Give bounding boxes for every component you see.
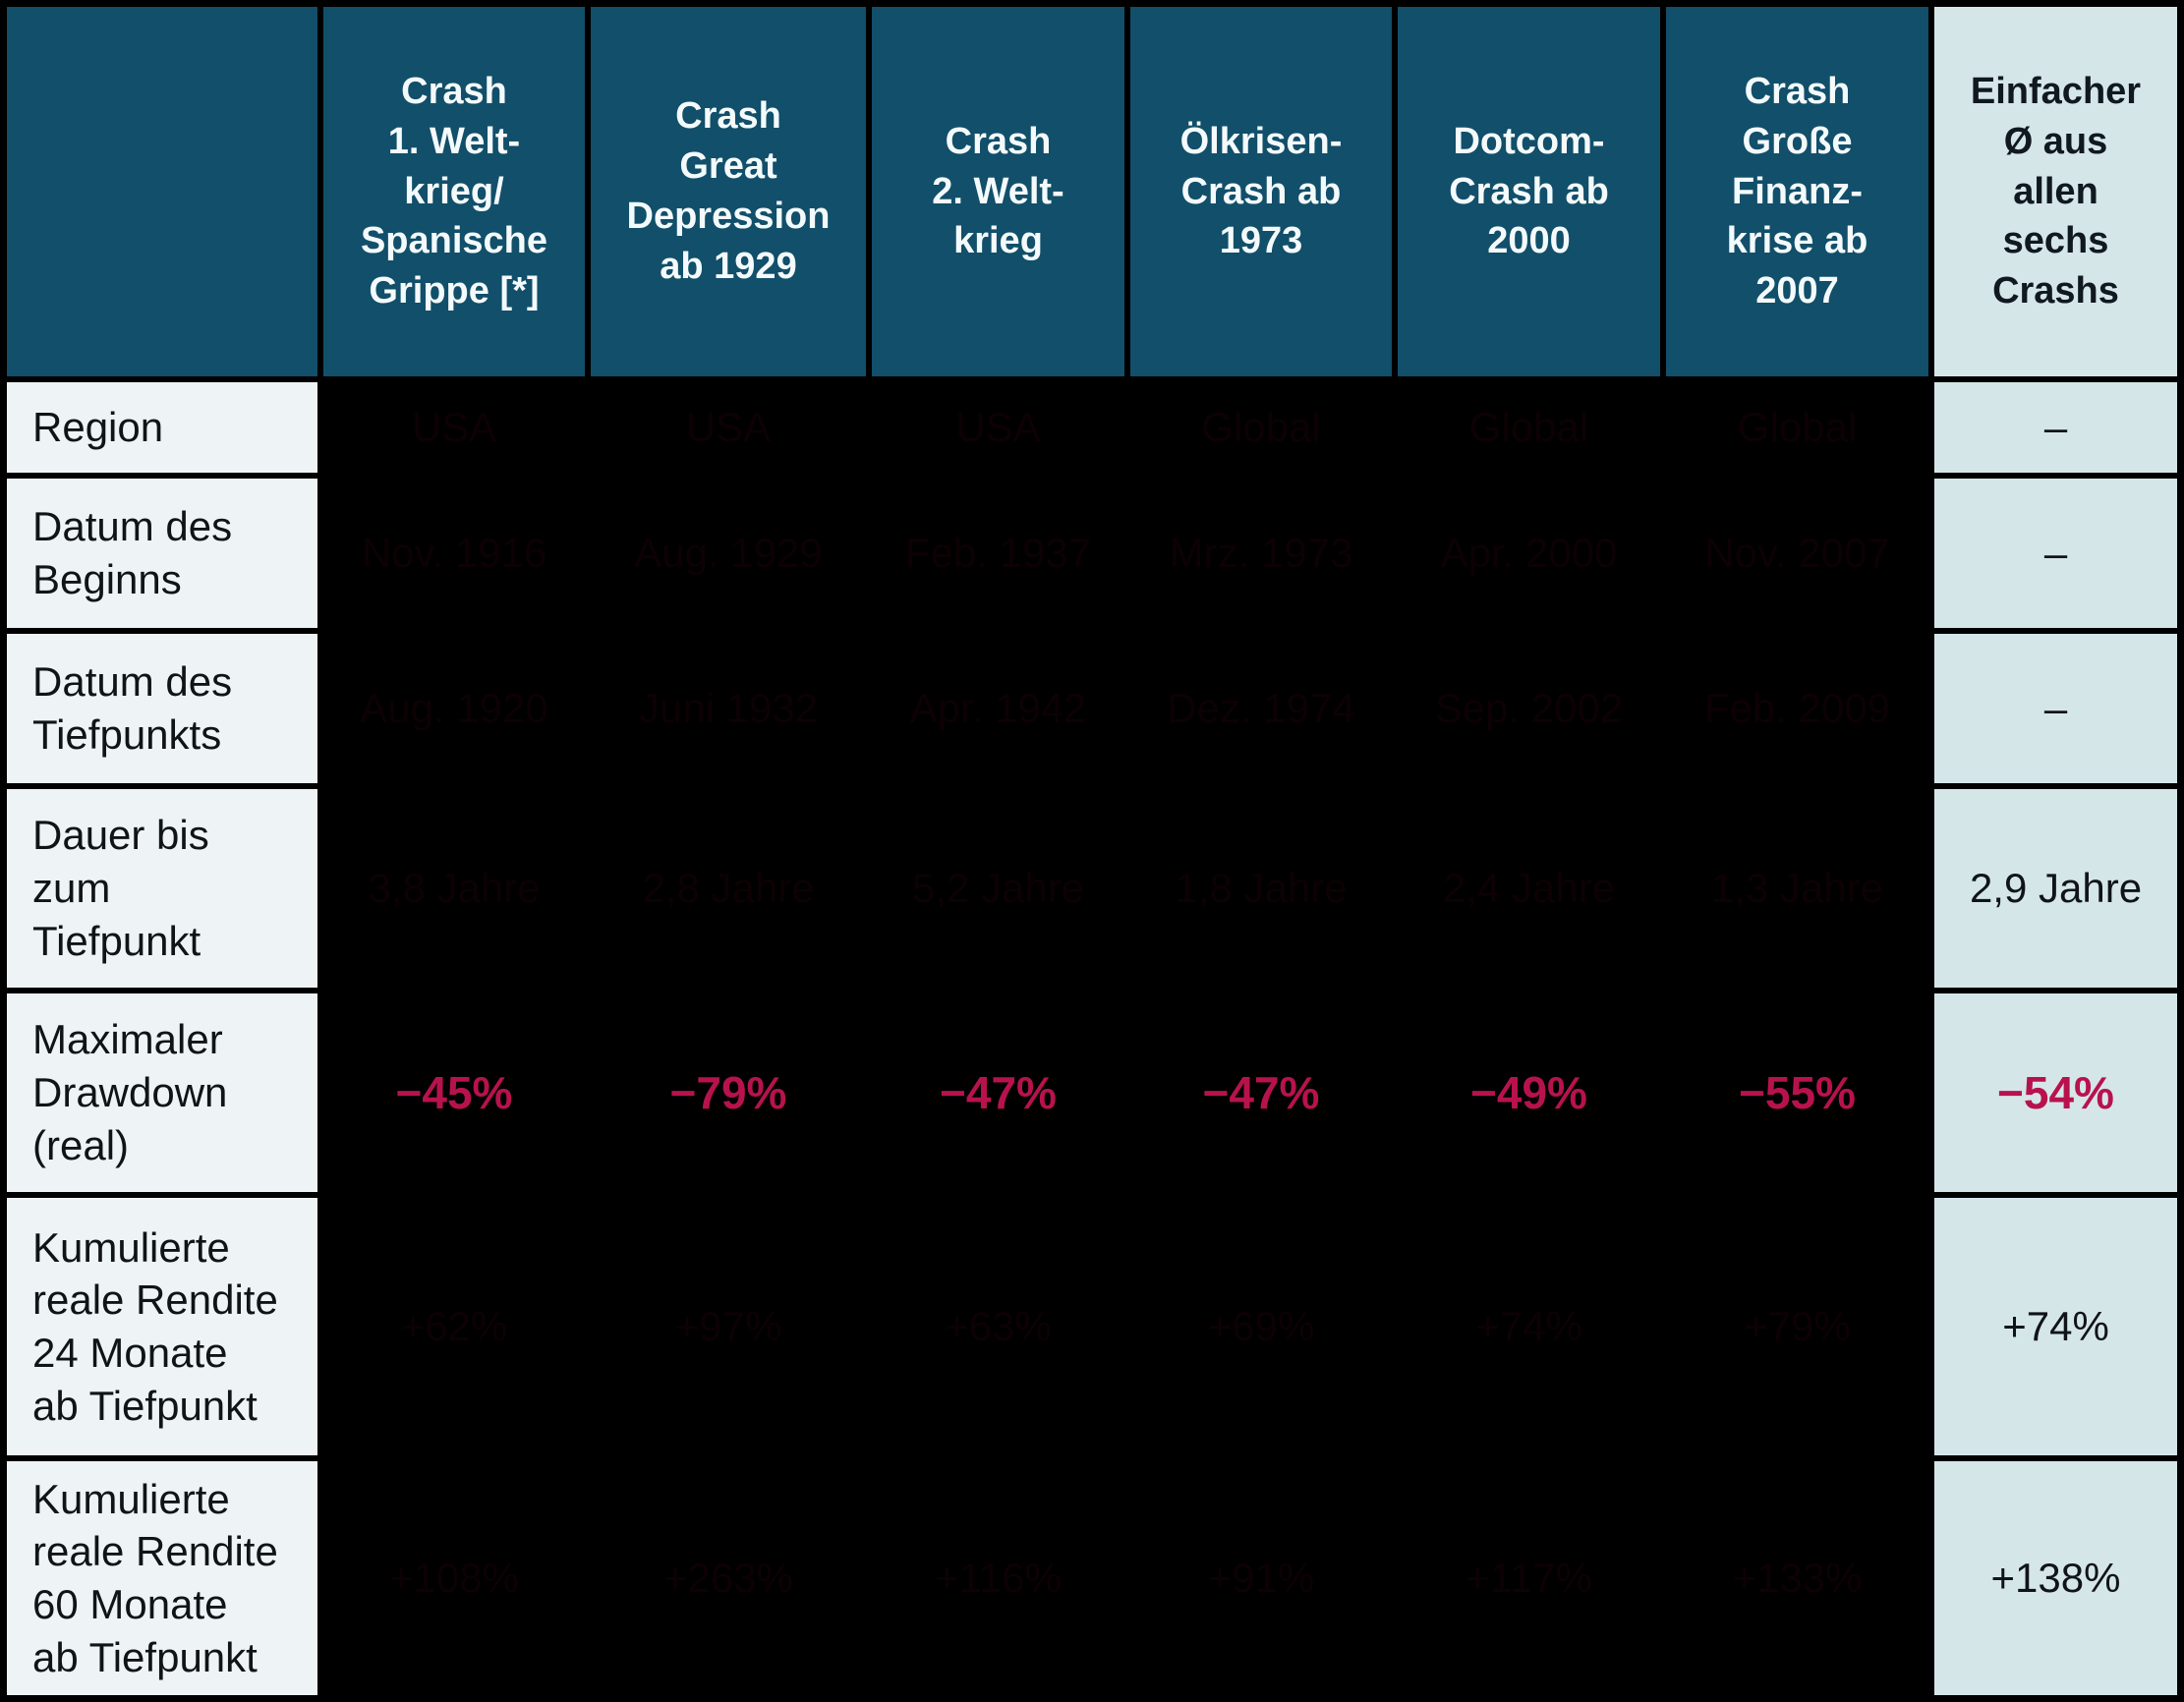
col-header-oil-crisis: Ölkrisen- Crash ab 1973 (1130, 7, 1392, 376)
cell-trough-great-depression: Juni 1932 (591, 634, 866, 783)
cell-trough-ww2: Apr. 1942 (872, 634, 1124, 783)
cell-begin-ww2: Feb. 1937 (872, 479, 1124, 628)
cell-region-dotcom: Global (1398, 382, 1660, 473)
cell-return24-ww1: +62% (323, 1198, 585, 1455)
cell-return24-great-depression: +97% (591, 1198, 866, 1455)
cell-begin-great-depression: Aug. 1929 (591, 479, 866, 628)
cell-duration-great-depression: 2,8 Jahre (591, 789, 866, 988)
row-label-trough-date: Datum des Tiefpunkts (7, 634, 317, 783)
row-label-return-60m: Kumulierte reale Rendite 60 Monate ab Ti… (7, 1461, 317, 1695)
row-label-return-24m: Kumulierte reale Rendite 24 Monate ab Ti… (7, 1198, 317, 1455)
cell-trough-ww1: Aug. 1920 (323, 634, 585, 783)
cell-drawdown-ww1: −45% (323, 993, 585, 1192)
row-label-duration: Dauer bis zum Tiefpunkt (7, 789, 317, 988)
cell-return60-oil-crisis: +91% (1130, 1461, 1392, 1695)
cell-return60-great-depression: +263% (591, 1461, 866, 1695)
cell-return24-financial-crisis: +79% (1666, 1198, 1928, 1455)
cell-trough-dotcom: Sep. 2002 (1398, 634, 1660, 783)
cell-duration-average: 2,9 Jahre (1934, 789, 2177, 988)
row-label-max-drawdown: Maximaler Drawdown (real) (7, 993, 317, 1192)
row-label-begin-date: Datum des Beginns (7, 479, 317, 628)
cell-drawdown-average: −54% (1934, 993, 2177, 1192)
cell-return60-dotcom: +117% (1398, 1461, 1660, 1695)
cell-drawdown-great-depression: −79% (591, 993, 866, 1192)
col-header-financial-crisis: Crash Große Finanz- krise ab 2007 (1666, 7, 1928, 376)
table-corner-cell (7, 7, 317, 376)
cell-return60-ww2: +116% (872, 1461, 1124, 1695)
cell-return24-oil-crisis: +69% (1130, 1198, 1392, 1455)
cell-region-ww2: USA (872, 382, 1124, 473)
cell-duration-ww2: 5,2 Jahre (872, 789, 1124, 988)
cell-drawdown-oil-crisis: −47% (1130, 993, 1392, 1192)
cell-begin-average: – (1934, 479, 2177, 628)
cell-trough-oil-crisis: Dez. 1974 (1130, 634, 1392, 783)
row-label-region: Region (7, 382, 317, 473)
cell-return24-ww2: +63% (872, 1198, 1124, 1455)
cell-duration-dotcom: 2,4 Jahre (1398, 789, 1660, 988)
cell-return60-ww1: +108% (323, 1461, 585, 1695)
col-header-ww2-crash: Crash 2. Welt- krieg (872, 7, 1124, 376)
cell-duration-financial-crisis: 1,3 Jahre (1666, 789, 1928, 988)
cell-trough-average: – (1934, 634, 2177, 783)
cell-region-average: – (1934, 382, 2177, 473)
cell-return60-financial-crisis: +133% (1666, 1461, 1928, 1695)
cell-region-ww1: USA (323, 382, 585, 473)
col-header-dotcom: Dotcom- Crash ab 2000 (1398, 7, 1660, 376)
cell-drawdown-ww2: −47% (872, 993, 1124, 1192)
cell-begin-financial-crisis: Nov. 2007 (1666, 479, 1928, 628)
cell-drawdown-dotcom: −49% (1398, 993, 1660, 1192)
cell-drawdown-financial-crisis: −55% (1666, 993, 1928, 1192)
col-header-average: Einfacher Ø aus allen sechs Crashs (1934, 7, 2177, 376)
cell-begin-dotcom: Apr. 2000 (1398, 479, 1660, 628)
cell-trough-financial-crisis: Feb. 2009 (1666, 634, 1928, 783)
cell-duration-oil-crisis: 1,8 Jahre (1130, 789, 1392, 988)
cell-region-oil-crisis: Global (1130, 382, 1392, 473)
cell-return24-average: +74% (1934, 1198, 2177, 1455)
cell-begin-oil-crisis: Mrz. 1973 (1130, 479, 1392, 628)
cell-region-financial-crisis: Global (1666, 382, 1928, 473)
col-header-ww1-crash: Crash 1. Welt- krieg/ Spanische Grippe [… (323, 7, 585, 376)
cell-return60-average: +138% (1934, 1461, 2177, 1695)
col-header-great-depression: Crash Great Depression ab 1929 (591, 7, 866, 376)
cell-duration-ww1: 3,8 Jahre (323, 789, 585, 988)
cell-return24-dotcom: +74% (1398, 1198, 1660, 1455)
cell-begin-ww1: Nov. 1916 (323, 479, 585, 628)
cell-region-great-depression: USA (591, 382, 866, 473)
